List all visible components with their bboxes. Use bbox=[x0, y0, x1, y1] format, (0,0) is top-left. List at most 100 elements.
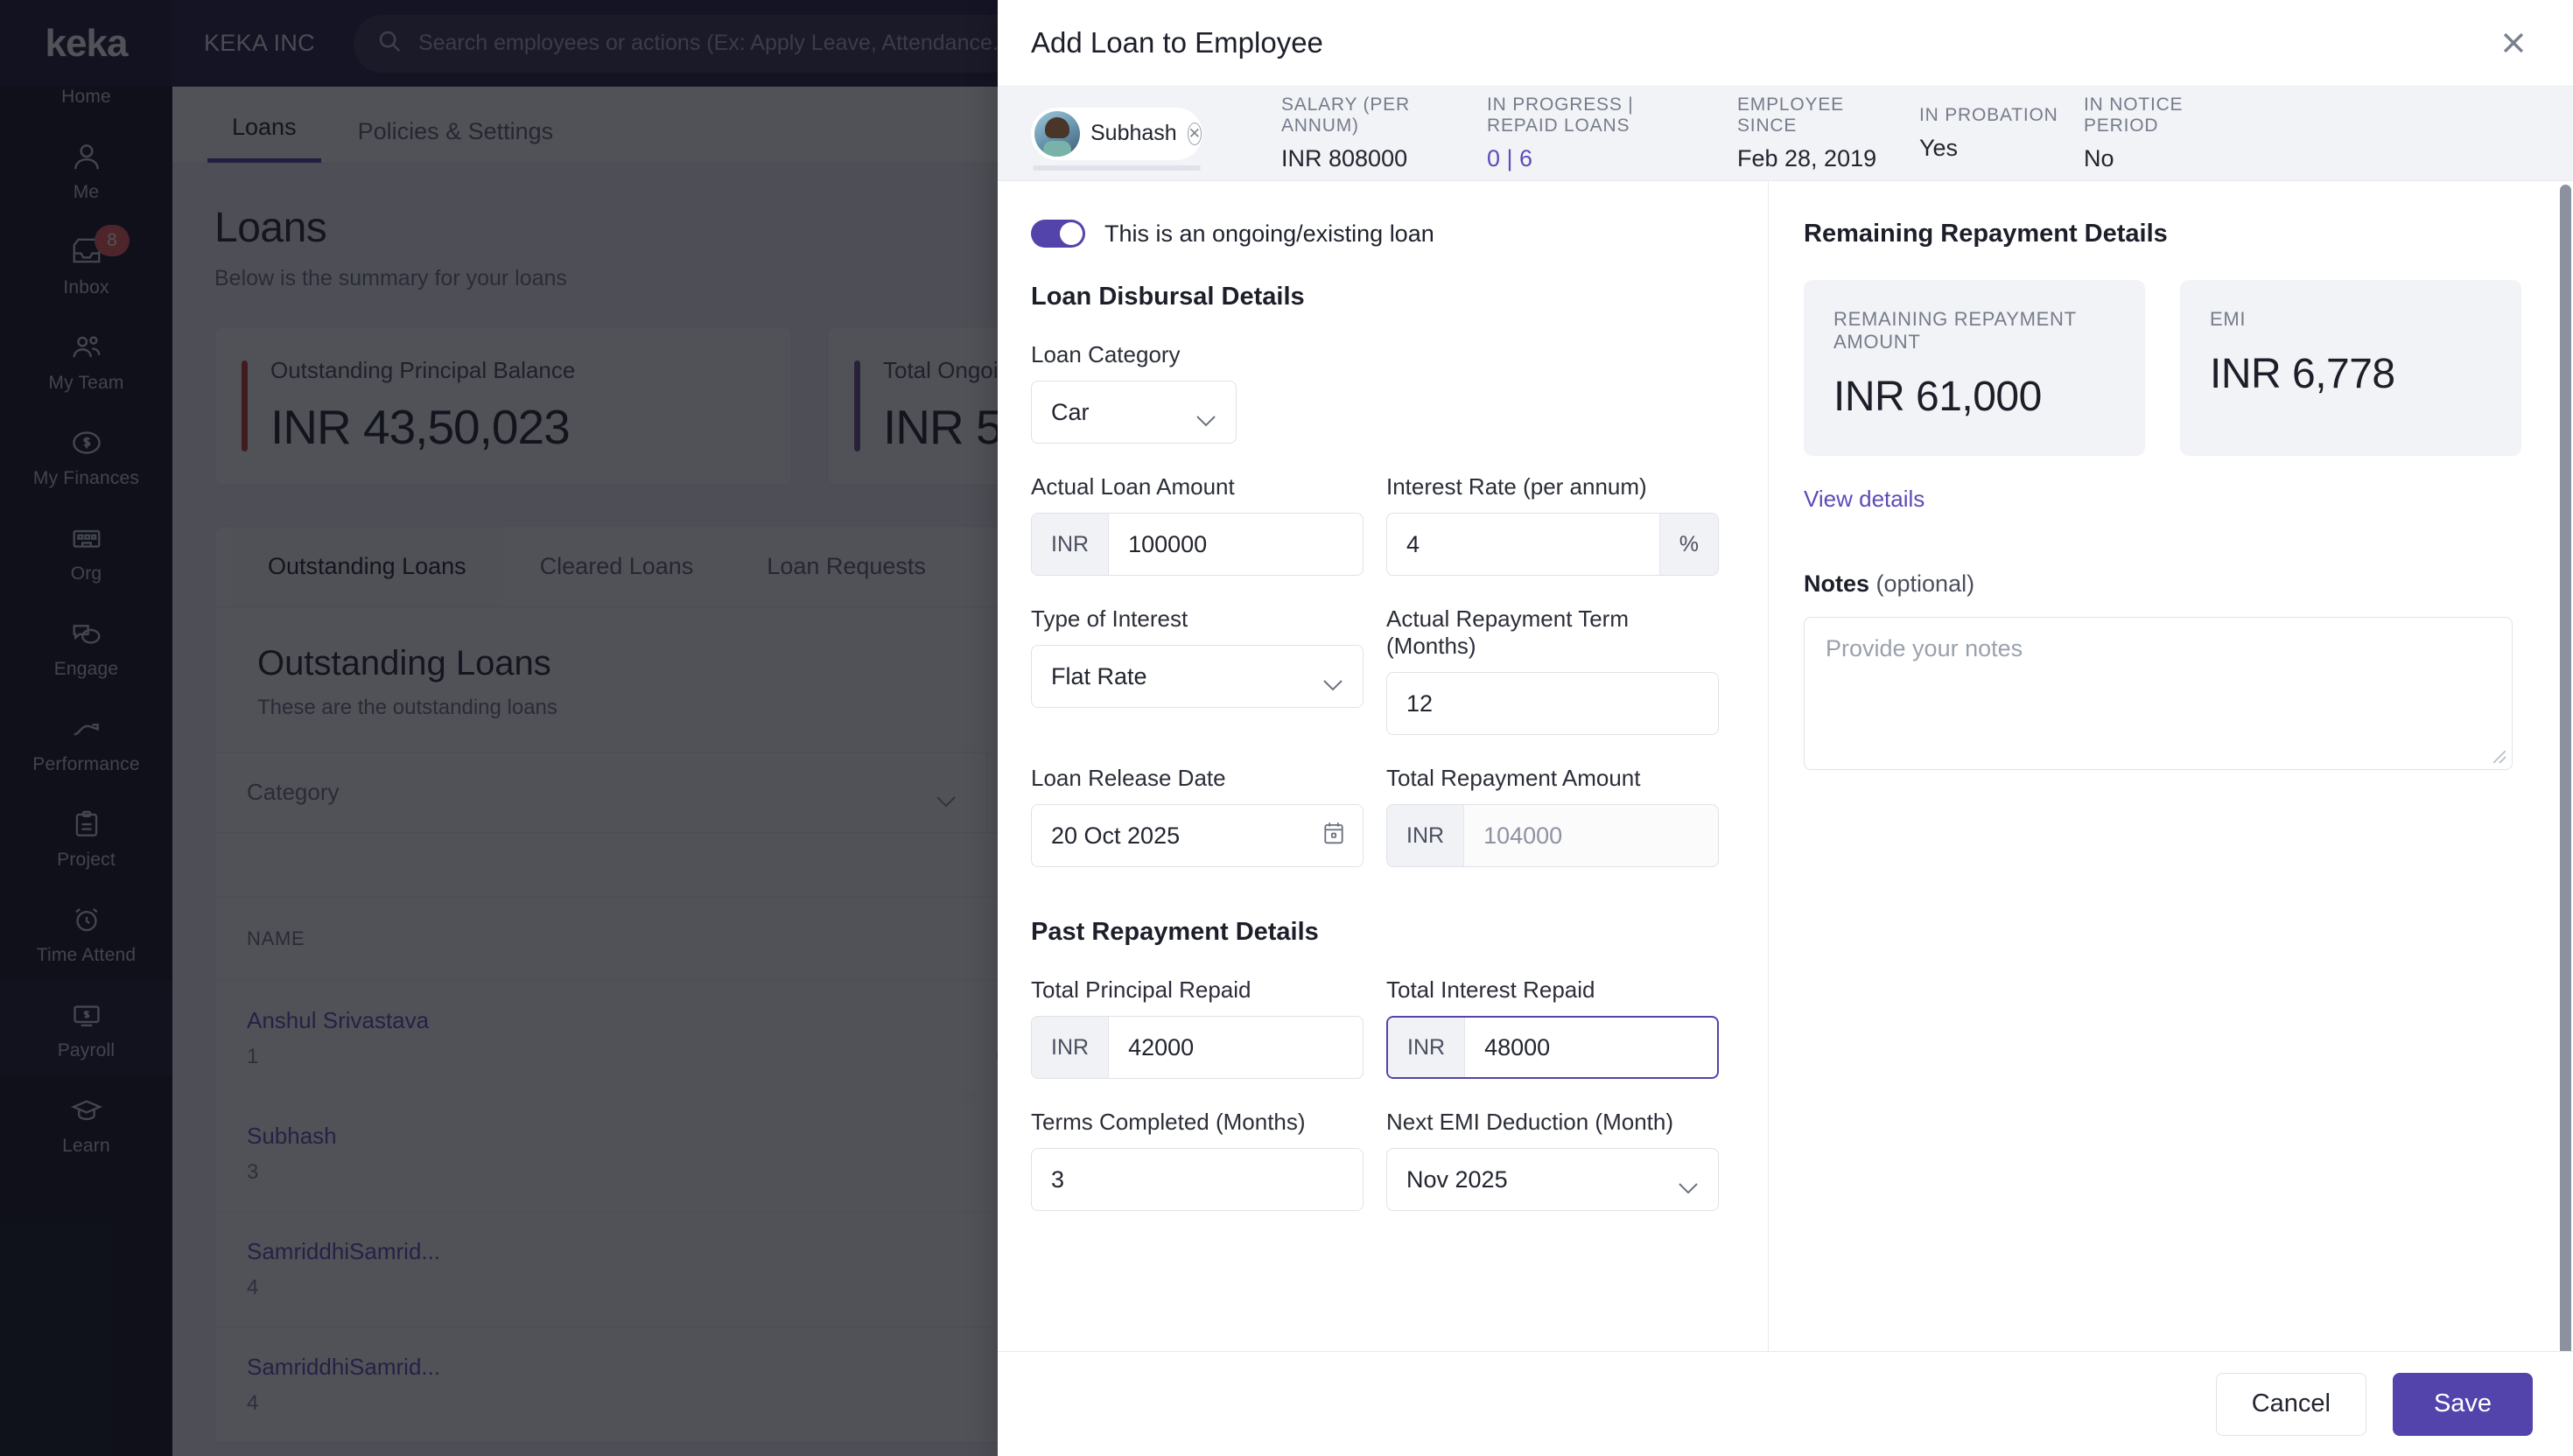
release-date-repayment-row: Loan Release Date 20 Oct 2025 Total Repa… bbox=[1031, 765, 1719, 867]
chevron-down-icon bbox=[1322, 670, 1343, 691]
remaining-repayment-title: Remaining Repayment Details bbox=[1804, 220, 2168, 248]
ongoing-loan-toggle[interactable] bbox=[1031, 220, 1085, 248]
amount-interest-row: Actual Loan Amount INR 100000 Interest R… bbox=[1031, 473, 1719, 576]
total-principal-repaid-value: 42000 bbox=[1128, 1033, 1195, 1060]
card-emi: EMI INR 6,778 bbox=[2180, 280, 2521, 456]
stat-value: Feb 28, 2019 bbox=[1737, 145, 1877, 172]
loan-form-column: This is an ongoing/existing loan Loan Di… bbox=[998, 181, 1768, 1351]
field-type-of-interest: Type of Interest Flat Rate bbox=[1031, 606, 1364, 735]
interest-rate-value: 4 bbox=[1406, 530, 1420, 557]
stat-value[interactable]: 0 | 6 bbox=[1487, 145, 1533, 172]
field-label: Loan Category bbox=[1031, 341, 1181, 368]
stat-label: IN PROGRESS | REPAID LOANS bbox=[1487, 94, 1634, 136]
chevron-down-icon bbox=[1678, 1173, 1699, 1194]
card-remaining-repayment-amount: REMAINING REPAYMENT AMOUNT INR 61,000 bbox=[1804, 280, 2145, 456]
view-details-link[interactable]: View details bbox=[1804, 486, 1925, 512]
field-label: Actual Repayment Term (Months) bbox=[1386, 606, 1629, 659]
ongoing-loan-label: This is an ongoing/existing loan bbox=[1104, 220, 1434, 247]
field-actual-loan-amount: Actual Loan Amount INR 100000 bbox=[1031, 473, 1364, 576]
interest-rate-input[interactable]: 4 % bbox=[1386, 513, 1719, 576]
save-button[interactable]: Save bbox=[2393, 1372, 2533, 1436]
modal-body: This is an ongoing/existing loan Loan Di… bbox=[998, 181, 2573, 1351]
stat-label: IN NOTICE PERIOD bbox=[2084, 94, 2184, 136]
card-label: EMI bbox=[2210, 308, 2247, 330]
total-principal-repaid-input[interactable]: INR 42000 bbox=[1031, 1016, 1364, 1079]
type-of-interest-value: Flat Rate bbox=[1051, 662, 1147, 690]
percent-suffix: % bbox=[1658, 514, 1718, 575]
repayment-term-input[interactable]: 12 bbox=[1386, 672, 1719, 735]
field-total-interest-repaid: Total Interest Repaid INR 48000 bbox=[1386, 976, 1719, 1079]
employee-summary-strip: Subhash ✕ SALARY (PER ANNUM) INR 808000 … bbox=[998, 87, 2573, 181]
notes-textarea[interactable]: Provide your notes bbox=[1804, 617, 2513, 770]
cancel-button[interactable]: Cancel bbox=[2215, 1372, 2366, 1436]
currency-prefix: INR bbox=[1032, 514, 1110, 575]
notes-label: Notes (optional) bbox=[1804, 570, 2538, 598]
field-label: Total Principal Repaid bbox=[1031, 976, 1251, 1003]
employee-name: Subhash bbox=[1090, 121, 1177, 145]
card-value: INR 61,000 bbox=[1833, 374, 2042, 420]
chevron-down-icon bbox=[1195, 406, 1216, 427]
field-label: Type of Interest bbox=[1031, 606, 1188, 632]
column-divider bbox=[1768, 181, 1769, 1351]
past-repayment-section-title: Past Repayment Details bbox=[1031, 918, 1319, 946]
modal-header: Add Loan to Employee bbox=[998, 0, 2573, 87]
field-next-emi-deduction: Next EMI Deduction (Month) Nov 2025 bbox=[1386, 1109, 1719, 1211]
remaining-repayment-cards: REMAINING REPAYMENT AMOUNT INR 61,000 EM… bbox=[1804, 280, 2538, 456]
stat-label: SALARY (PER ANNUM) bbox=[1281, 94, 1410, 136]
next-emi-deduction-select[interactable]: Nov 2025 bbox=[1386, 1148, 1719, 1211]
loan-disbursal-section-title: Loan Disbursal Details bbox=[1031, 283, 1305, 311]
next-emi-deduction-value: Nov 2025 bbox=[1406, 1166, 1508, 1193]
card-value: INR 6,778 bbox=[2210, 351, 2395, 397]
currency-prefix: INR bbox=[1032, 1017, 1110, 1078]
calendar-icon[interactable] bbox=[1322, 821, 1345, 851]
field-terms-completed: Terms Completed (Months) 3 bbox=[1031, 1109, 1364, 1211]
remaining-repayment-column: Remaining Repayment Details REMAINING RE… bbox=[1769, 181, 2573, 1351]
total-interest-repaid-input[interactable]: INR 48000 bbox=[1386, 1016, 1719, 1079]
loan-category-select[interactable]: Car bbox=[1031, 381, 1237, 444]
field-total-repayment-amount: Total Repayment Amount INR 104000 bbox=[1386, 765, 1719, 867]
field-label: Terms Completed (Months) bbox=[1031, 1109, 1306, 1135]
stat-label: IN PROBATION bbox=[1919, 105, 2058, 125]
field-label: Total Repayment Amount bbox=[1386, 765, 1641, 791]
stat-value: INR 808000 bbox=[1281, 145, 1408, 172]
notes-label-text: Notes bbox=[1804, 570, 1870, 597]
currency-prefix: INR bbox=[1387, 805, 1465, 866]
terms-next-emi-row: Terms Completed (Months) 3 Next EMI Dedu… bbox=[1031, 1109, 1719, 1211]
stat-value: Yes bbox=[1919, 135, 1959, 161]
add-loan-modal: Add Loan to Employee Subhash ✕ SALARY (P… bbox=[998, 0, 2573, 1456]
total-repayment-amount-input: INR 104000 bbox=[1386, 804, 1719, 867]
repaid-row: Total Principal Repaid INR 42000 Total I… bbox=[1031, 976, 1719, 1079]
remove-chip-icon[interactable]: ✕ bbox=[1187, 122, 1202, 145]
avatar bbox=[1034, 110, 1080, 157]
total-interest-repaid-value: 48000 bbox=[1484, 1033, 1551, 1060]
total-repayment-amount-value: 104000 bbox=[1483, 822, 1563, 849]
field-total-principal-repaid: Total Principal Repaid INR 42000 bbox=[1031, 976, 1364, 1079]
modal-footer: Cancel Save bbox=[998, 1351, 2573, 1456]
type-of-interest-select[interactable]: Flat Rate bbox=[1031, 645, 1364, 708]
field-label: Actual Loan Amount bbox=[1031, 473, 1235, 500]
modal-scrollbar[interactable] bbox=[2557, 181, 2573, 1351]
loan-release-date-input[interactable]: 20 Oct 2025 bbox=[1031, 804, 1364, 867]
field-label: Loan Release Date bbox=[1031, 765, 1226, 791]
field-loan-category: Loan Category Car bbox=[1031, 341, 1237, 444]
repayment-term-value: 12 bbox=[1406, 690, 1434, 717]
field-label: Next EMI Deduction (Month) bbox=[1386, 1109, 1674, 1135]
modal-title: Add Loan to Employee bbox=[1031, 26, 1323, 59]
field-interest-rate: Interest Rate (per annum) 4 % bbox=[1386, 473, 1719, 576]
terms-completed-value: 3 bbox=[1051, 1166, 1065, 1193]
loan-category-value: Car bbox=[1051, 398, 1090, 425]
chip-underline bbox=[1033, 164, 1201, 171]
stat-label: EMPLOYEE SINCE bbox=[1737, 94, 1844, 136]
notes-optional-text: (optional) bbox=[1869, 570, 1975, 597]
employee-chip[interactable]: Subhash ✕ bbox=[1031, 107, 1202, 171]
actual-loan-amount-value: 100000 bbox=[1128, 530, 1208, 557]
stat-in-progress-repaid-loans: IN PROGRESS | REPAID LOANS 0 | 6 bbox=[1487, 94, 1706, 172]
terms-completed-input[interactable]: 3 bbox=[1031, 1148, 1364, 1211]
interest-type-term-row: Type of Interest Flat Rate Actual Repaym… bbox=[1031, 606, 1719, 735]
field-loan-release-date: Loan Release Date 20 Oct 2025 bbox=[1031, 765, 1364, 867]
close-icon[interactable] bbox=[2489, 18, 2538, 67]
scrollbar-thumb[interactable] bbox=[2560, 185, 2571, 1351]
loan-release-date-value: 20 Oct 2025 bbox=[1051, 822, 1181, 849]
stat-salary: SALARY (PER ANNUM) INR 808000 bbox=[1281, 94, 1448, 172]
actual-loan-amount-input[interactable]: INR 100000 bbox=[1031, 513, 1364, 576]
